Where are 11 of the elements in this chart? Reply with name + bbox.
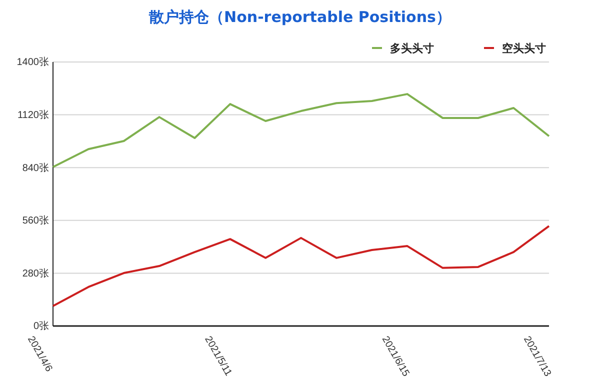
y-tick-label: 560张 (22, 214, 49, 227)
legend-label: 空头头寸 (502, 42, 546, 55)
y-tick-label: 280张 (22, 267, 49, 280)
legend-label: 多头头寸 (390, 42, 434, 55)
line-series (52, 225, 550, 308)
chart-title: 散户持仓（Non-reportable Positions） (148, 8, 451, 26)
y-tick-label: 840张 (22, 162, 49, 174)
y-tick-label: 0张 (33, 320, 49, 332)
line-series (52, 93, 550, 168)
y-tick-label: 1120张 (17, 109, 49, 121)
y-tick-label: 1400张 (16, 56, 49, 68)
